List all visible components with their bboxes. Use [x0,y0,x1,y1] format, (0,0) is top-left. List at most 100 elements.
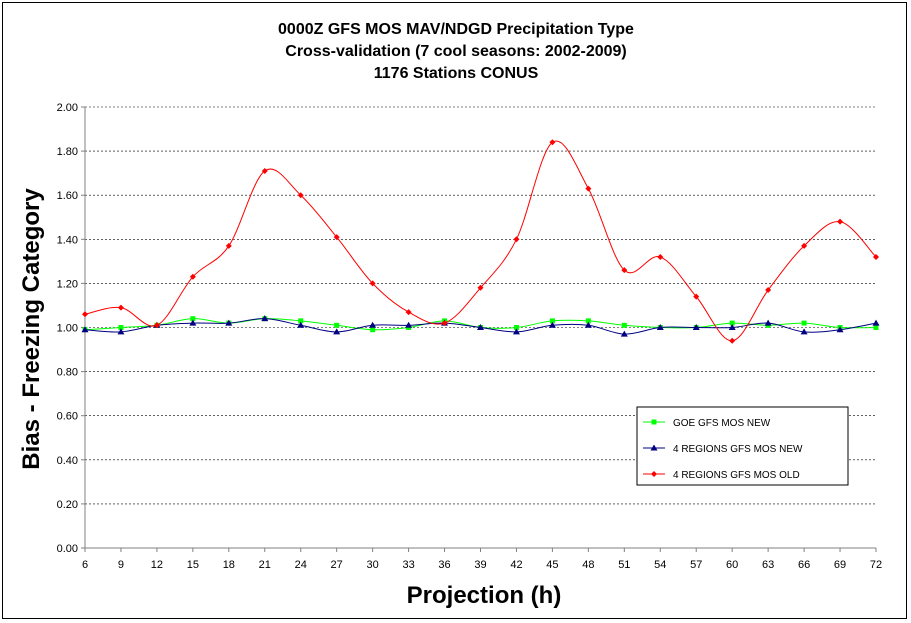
legend-label-0: GOE GFS MOS NEW [673,418,771,429]
data-point-0-15 [621,322,627,328]
data-point-1-9 [405,321,413,328]
y-tick-label-3: 0.60 [57,411,78,423]
x-axis-title: Projection (h) [407,582,562,609]
x-tick-label-3: 15 [187,559,199,571]
y-tick-label-0: 0.00 [57,543,78,555]
legend-label-2: 4 REGIONS GFS MOS OLD [673,470,800,481]
data-point-2-14 [585,185,592,192]
data-point-0-18 [729,320,735,326]
legend: GOE GFS MOS NEW 4 REGIONS GFS MOS NEW 4 RE… [636,406,849,486]
data-point-2-16 [657,253,664,260]
x-tick-label-0: 6 [82,559,88,571]
y-tick-label-4: 0.80 [57,367,78,379]
data-point-1-12 [512,328,520,335]
data-point-1-17 [692,324,700,330]
legend-item-0: GOE GFS MOS NEW [643,418,771,429]
x-tick-label-8: 30 [367,559,379,571]
legend-item-2: 4 REGIONS GFS MOS OLD [643,470,800,481]
line-chart: 0000Z GFS MOS MAV/NDGD Precipitation Typ… [18,21,882,609]
legend-marker-0 [651,419,657,425]
x-tick-label-6: 24 [295,559,307,571]
y-tick-label-6: 1.20 [57,278,78,290]
data-point-1-18 [728,324,736,330]
data-point-1-3 [189,319,197,326]
data-point-2-18 [729,337,736,344]
data-point-1-14 [584,321,592,328]
y-tick-label-10: 2.00 [57,102,78,114]
data-point-2-19 [765,287,772,294]
x-tick-label-4: 18 [223,559,235,571]
data-point-0-7 [334,322,340,328]
data-point-1-6 [297,321,305,328]
data-point-2-3 [189,273,196,280]
x-tick-label-19: 63 [762,559,774,571]
data-point-2-2 [153,322,160,329]
data-point-0-14 [585,318,591,324]
x-tick-label-14: 48 [582,559,594,571]
data-point-2-0 [82,311,88,318]
x-tick-label-7: 27 [331,559,343,571]
series-2 [82,139,879,344]
data-point-2-9 [405,309,412,316]
data-point-2-10 [441,320,448,327]
data-point-2-7 [333,234,340,241]
x-tick-label-10: 36 [438,559,450,571]
chart-title-line-3: 1176 Stations CONUS [374,65,539,82]
x-axis-ticks: 6 9 12 15 18 21 24 27 30 33 36 39 42 45 48 51 54 57 60 63 66… [82,548,882,571]
data-point-2-8 [369,280,376,287]
y-tick-label-7: 1.40 [57,234,78,246]
series-layer [81,139,880,344]
data-point-1-5 [261,315,269,322]
data-point-1-21 [836,326,844,333]
x-tick-label-20: 66 [798,559,810,571]
data-point-2-21 [837,218,844,225]
data-point-1-8 [369,321,377,328]
data-point-0-3 [190,316,196,322]
data-point-1-19 [764,319,772,326]
series-1 [81,315,880,337]
data-point-0-22 [873,325,879,330]
x-tick-label-22: 72 [870,559,882,571]
data-point-2-20 [801,242,808,249]
data-point-2-1 [117,304,124,311]
x-tick-label-2: 12 [151,559,163,571]
data-point-2-12 [513,236,520,243]
y-tick-label-1: 0.20 [57,499,78,511]
legend-marker-2 [651,471,657,477]
x-tick-label-15: 51 [618,559,630,571]
data-point-0-8 [370,327,376,333]
y-tick-label-2: 0.40 [57,455,78,467]
x-tick-label-11: 39 [474,559,486,571]
x-tick-label-18: 60 [726,559,738,571]
y-axis-ticks: 0.00 0.20 0.40 0.60 0.80 1.00 1.20 1.40 1.60 1.80… [57,102,85,555]
data-point-0-6 [298,318,304,324]
y-tick-label-5: 1.00 [57,323,78,335]
data-point-0-20 [801,320,807,326]
x-tick-label-17: 57 [690,559,702,571]
x-tick-label-1: 9 [118,559,124,571]
data-point-2-5 [261,167,268,174]
data-point-2-22 [873,253,879,260]
data-point-1-4 [225,319,233,326]
chart-title-line-2: Cross-validation (7 cool seasons: 2002-2… [285,43,626,60]
data-point-2-17 [693,293,700,300]
legend-label-1: 4 REGIONS GFS MOS NEW [673,444,803,455]
data-point-1-7 [333,328,341,335]
data-point-1-13 [548,321,556,328]
x-tick-label-5: 21 [259,559,271,571]
data-point-1-11 [477,324,484,330]
x-tick-label-9: 33 [402,559,414,571]
data-point-2-15 [621,267,628,274]
y-tick-label-9: 1.80 [57,146,78,158]
x-tick-label-13: 45 [546,559,558,571]
x-tick-label-12: 42 [510,559,522,571]
legend-box [636,406,849,486]
series-line-2 [84,140,877,342]
x-tick-label-16: 54 [654,559,666,571]
x-tick-label-21: 69 [834,559,846,571]
data-point-1-16 [656,324,664,330]
data-point-1-0 [81,326,89,333]
data-point-2-6 [297,192,304,199]
data-point-2-4 [225,242,232,249]
